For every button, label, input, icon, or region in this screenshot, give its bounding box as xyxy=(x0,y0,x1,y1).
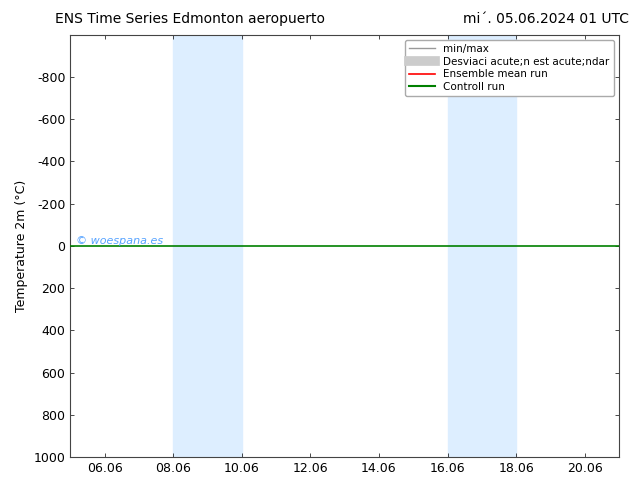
Bar xyxy=(448,35,516,457)
Legend: min/max, Desviaci acute;n est acute;ndar, Ensemble mean run, Controll run: min/max, Desviaci acute;n est acute;ndar… xyxy=(405,40,614,96)
Text: © woespana.es: © woespana.es xyxy=(76,236,163,246)
Y-axis label: Temperature 2m (°C): Temperature 2m (°C) xyxy=(15,180,28,312)
Bar xyxy=(173,35,242,457)
Text: ENS Time Series Edmonton aeropuerto: ENS Time Series Edmonton aeropuerto xyxy=(55,12,325,26)
Text: mi´. 05.06.2024 01 UTC: mi´. 05.06.2024 01 UTC xyxy=(463,12,629,26)
